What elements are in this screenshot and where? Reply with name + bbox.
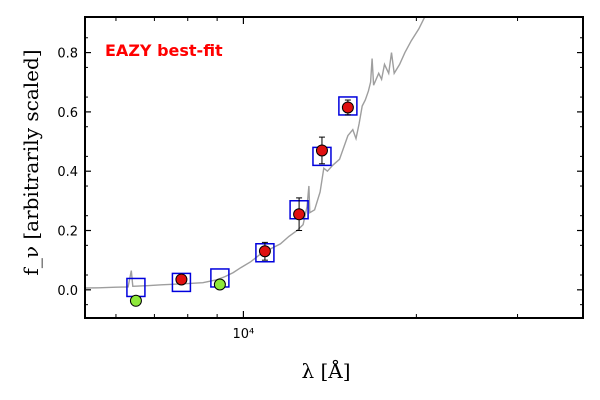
y-tick-label: 0.6 (57, 106, 78, 121)
observed-flux-point (315, 144, 328, 157)
y-tick-label: 0.8 (57, 47, 78, 62)
y-tick-label: 0.4 (57, 165, 78, 180)
model-flux-square (171, 272, 192, 293)
observed-flux-point (175, 273, 188, 286)
marks-layer (126, 96, 358, 307)
axis-labels-layer: 0.0 0.2 0.4 0.6 0.8 10⁴ λ [Å] f_ν [arbitrarily … (19, 47, 351, 383)
observed-flux-point (341, 101, 354, 114)
observed-flux-point (258, 245, 271, 258)
nondetection-point (129, 294, 142, 307)
y-tick-label: 0.0 (57, 284, 78, 299)
annotation-label: EAZY best-fit (105, 41, 223, 60)
plot-frame (84, 16, 584, 319)
y-tick-label: 0.2 (57, 225, 78, 240)
nondetection-point (213, 278, 226, 291)
ticks-layer (85, 17, 583, 318)
x-tick-label: 10⁴ (233, 327, 255, 342)
x-axis-label: λ [Å] (301, 358, 350, 383)
observed-flux-point (293, 208, 306, 221)
y-axis-label: f_ν [arbitrarily scaled] (19, 49, 43, 275)
